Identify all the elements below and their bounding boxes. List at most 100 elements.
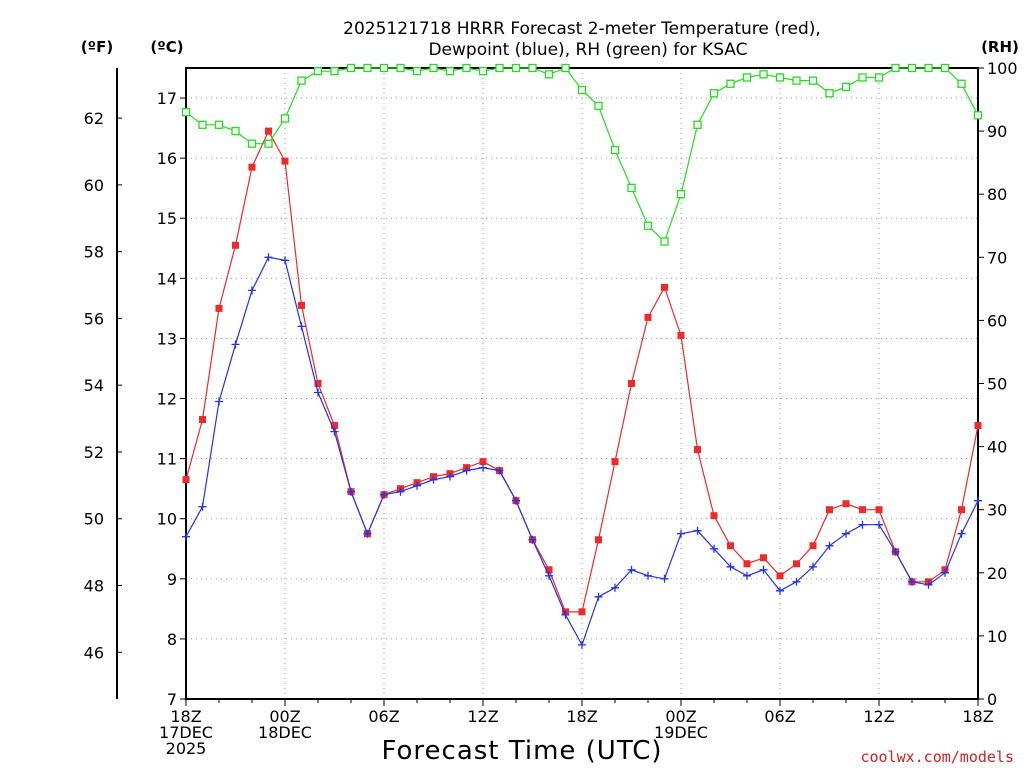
temperature-point	[859, 506, 866, 514]
credit-link[interactable]: coolwx.com/models	[860, 748, 1014, 766]
temperature-point	[710, 512, 718, 520]
rh-point	[643, 221, 653, 230]
temperature-point	[694, 446, 701, 454]
fahrenheit-tick-label: 58	[84, 243, 104, 262]
dewpoint-point	[495, 466, 504, 475]
temperature-point	[743, 560, 751, 568]
rh-point	[957, 79, 966, 88]
celsius-tick-label: 15	[157, 209, 177, 228]
rh-point	[726, 79, 735, 88]
rh-point	[808, 76, 818, 85]
time-tick-label: 18Z	[962, 707, 993, 726]
fahrenheit-tick-label: 52	[84, 443, 104, 462]
rh-point	[709, 89, 719, 98]
temperature-point	[545, 566, 553, 574]
temperature-point	[776, 572, 784, 580]
temperature-point	[232, 241, 239, 249]
rh-point	[577, 85, 587, 95]
celsius-axis: 7 8 9 10 11 12 13 14 15 16 17	[157, 89, 186, 709]
dewpoint-point	[611, 583, 619, 592]
dewpoint-point	[231, 340, 240, 349]
rh-point	[561, 63, 570, 73]
time-tick-label: 06Z	[764, 707, 795, 726]
dewpoint-point	[512, 496, 520, 505]
dewpoint-point	[363, 529, 372, 538]
fahrenheit-unit-label: (ºF)	[81, 38, 113, 56]
dewpoint-point	[264, 253, 273, 262]
rh-point	[198, 120, 207, 129]
temperature-point	[611, 458, 619, 466]
rh-point	[330, 67, 339, 76]
rh-point	[264, 139, 273, 148]
time-tick-label: 17DEC	[159, 723, 213, 742]
dewpoint-point	[281, 256, 289, 265]
rh-point	[462, 63, 471, 73]
rh-point	[907, 63, 917, 73]
rh-point	[379, 63, 389, 73]
series-layer	[181, 63, 983, 649]
dewpoint-point	[314, 388, 322, 397]
dewpoint-point	[594, 592, 603, 601]
rh-point	[528, 63, 537, 73]
dewpoint-point	[957, 529, 966, 538]
dewpoint-point	[908, 577, 916, 586]
rh-point	[445, 67, 455, 76]
dewpoint-point	[429, 475, 438, 484]
dewpoint-point	[182, 532, 190, 541]
fahrenheit-tick-label: 46	[84, 643, 104, 662]
temperature-point	[826, 506, 833, 514]
rh-point	[495, 63, 504, 73]
fahrenheit-tick-label: 60	[84, 176, 104, 195]
rh-point	[973, 111, 983, 120]
rh-point	[693, 120, 702, 129]
rh-tick-label: 20	[987, 564, 1007, 583]
rh-point	[396, 63, 405, 73]
temperature-point	[479, 458, 487, 466]
rh-tick-label: 80	[987, 185, 1007, 204]
temperature-point	[727, 542, 734, 550]
rh-tick-label: 40	[987, 438, 1007, 457]
dewpoint-point	[413, 481, 421, 490]
time-tick-label: 06Z	[368, 707, 399, 726]
temperature-point	[628, 380, 635, 387]
celsius-tick-label: 17	[157, 89, 177, 108]
rh-point	[478, 67, 488, 76]
fahrenheit-tick-label: 62	[84, 109, 104, 128]
dewpoint-point	[561, 610, 570, 619]
rh-point	[660, 237, 669, 246]
dewpoint-point	[297, 322, 306, 331]
rh-point	[841, 82, 851, 92]
temperature-point	[875, 506, 883, 514]
series-dewpoint	[182, 253, 982, 649]
rh-tick-label: 90	[987, 122, 1007, 141]
dewpoint-point	[545, 571, 553, 580]
rh-point	[825, 89, 834, 98]
rh-point	[544, 70, 554, 79]
rh-axis: 0 10 20 30 40 50 60 70 80 90 100	[978, 59, 1018, 709]
dewpoint-point	[446, 472, 454, 481]
dewpoint-point	[396, 487, 405, 496]
dewpoint-point	[726, 562, 735, 571]
chart-title-line1: 2025121718 HRRR Forecast 2-meter Tempera…	[343, 19, 821, 39]
dewpoint-point	[825, 541, 834, 550]
time-tick-label: 00Z	[665, 707, 696, 726]
dewpoint-point	[710, 544, 718, 553]
rh-tick-label: 30	[987, 501, 1007, 520]
time-tick-label: 12Z	[863, 707, 894, 726]
rh-point	[231, 126, 240, 136]
time-tick-label: 18Z	[170, 707, 201, 726]
rh-point	[742, 73, 752, 82]
temperature-point	[578, 608, 586, 616]
dewpoint-point	[479, 463, 487, 472]
rh-point	[297, 76, 306, 85]
temperature-point	[298, 301, 305, 309]
temperature-point	[809, 542, 817, 550]
dewpoint-point	[842, 529, 850, 538]
rh-point	[610, 145, 620, 155]
dewpoint-point	[858, 520, 867, 529]
dewpoint-point	[198, 502, 207, 511]
temperature-point	[199, 416, 206, 424]
temperature-point	[595, 536, 602, 544]
dewpoint-point	[248, 286, 256, 295]
